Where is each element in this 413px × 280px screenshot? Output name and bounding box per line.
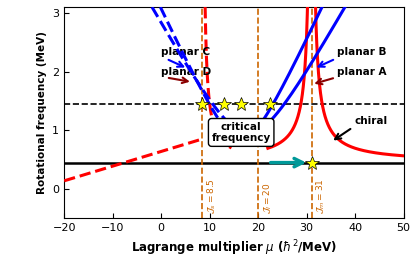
Y-axis label: Rotational frequency (MeV): Rotational frequency (MeV)	[36, 31, 47, 194]
X-axis label: Lagrange multiplier $\mu$ ($\hbar^2$/MeV): Lagrange multiplier $\mu$ ($\hbar^2$/MeV…	[131, 239, 336, 258]
Text: $\mathcal{J}_s=8.5$: $\mathcal{J}_s=8.5$	[205, 178, 217, 214]
Text: planar A: planar A	[336, 67, 385, 76]
Text: planar C: planar C	[161, 47, 210, 57]
Text: critical
frequency: critical frequency	[211, 122, 270, 143]
Text: $\mathcal{J}_l=20$: $\mathcal{J}_l=20$	[261, 183, 273, 214]
Text: planar D: planar D	[161, 67, 211, 76]
Text: $\mathcal{J}_m=31$: $\mathcal{J}_m=31$	[313, 178, 326, 214]
Text: chiral: chiral	[354, 116, 387, 127]
Text: planar B: planar B	[336, 47, 385, 57]
